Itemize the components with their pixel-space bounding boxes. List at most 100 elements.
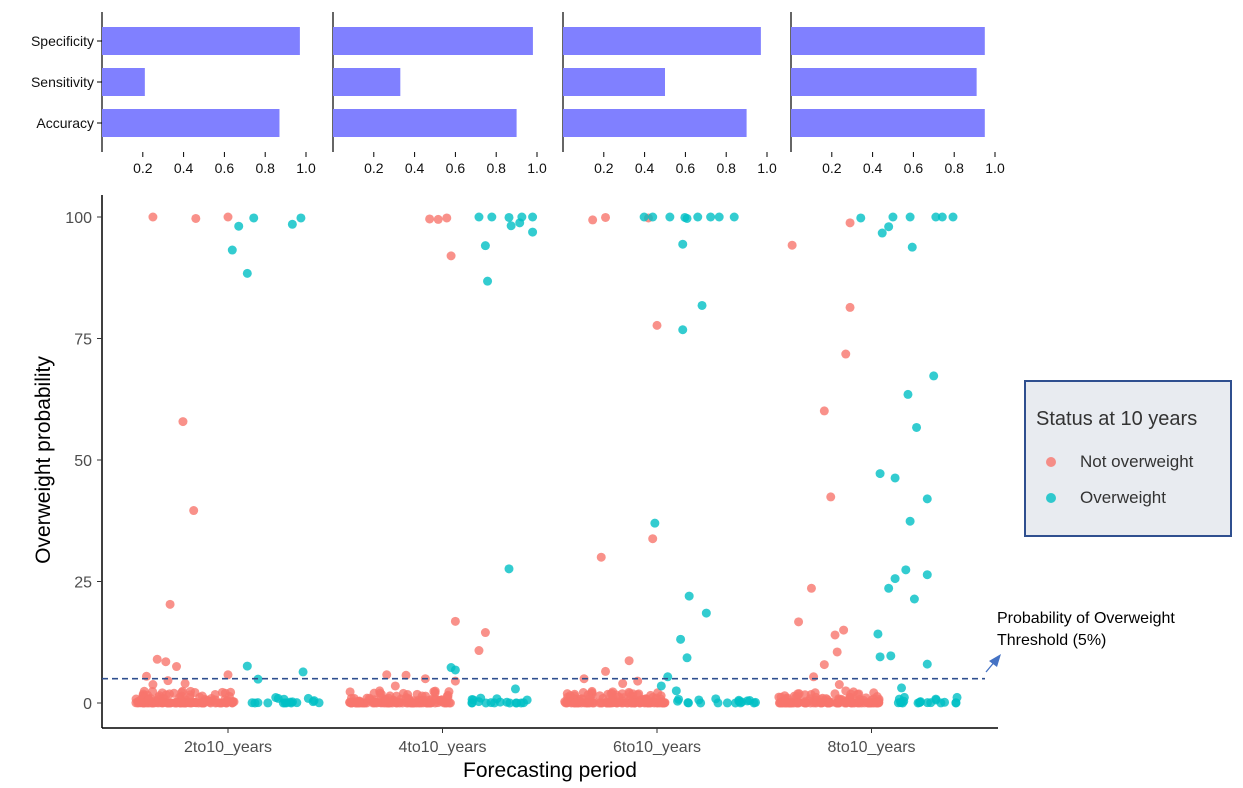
point-overweight <box>922 570 932 580</box>
point-overweight <box>665 212 675 222</box>
point-not-overweight <box>834 680 844 690</box>
legend-title: Status at 10 years <box>1036 408 1198 430</box>
point-not-overweight <box>584 694 594 704</box>
bar-x-tick-label: 1.0 <box>757 160 777 176</box>
point-overweight <box>682 213 692 223</box>
point-not-overweight <box>161 690 171 700</box>
point-overweight <box>693 212 703 222</box>
point-overweight <box>915 697 925 707</box>
point-not-overweight <box>635 698 645 708</box>
y-axis-title: Overweight probability <box>32 356 55 564</box>
y-tick-label: 0 <box>83 696 92 713</box>
point-not-overweight <box>652 320 662 330</box>
threshold-arrowhead <box>989 654 1001 667</box>
point-overweight <box>519 698 529 708</box>
point-overweight <box>263 698 273 708</box>
bar-sensitivity <box>563 68 665 96</box>
point-not-overweight <box>474 646 484 656</box>
y-tick-label: 25 <box>74 575 92 592</box>
bar-x-tick-label: 0.2 <box>594 160 614 176</box>
point-not-overweight <box>152 654 162 664</box>
bar-x-tick-label: 0.4 <box>863 160 883 176</box>
point-overweight <box>905 212 915 222</box>
point-not-overweight <box>444 687 454 697</box>
point-not-overweight <box>425 214 435 224</box>
point-overweight <box>905 516 915 526</box>
point-overweight <box>912 422 922 432</box>
point-not-overweight <box>355 698 365 708</box>
y-tick-label: 50 <box>74 453 92 470</box>
point-overweight <box>937 212 947 222</box>
point-not-overweight <box>839 625 849 635</box>
bar-sensitivity <box>791 68 977 96</box>
point-not-overweight <box>793 689 803 699</box>
bar-specificity <box>333 27 533 55</box>
point-not-overweight <box>190 687 200 697</box>
point-not-overweight <box>618 679 628 689</box>
point-not-overweight <box>480 628 490 638</box>
point-not-overweight <box>210 695 220 705</box>
bar-x-tick-label: 0.8 <box>486 160 506 176</box>
point-overweight <box>504 212 514 222</box>
point-not-overweight <box>595 691 605 701</box>
bar-specificity <box>791 27 985 55</box>
point-not-overweight <box>601 212 611 222</box>
point-not-overweight <box>401 670 411 680</box>
point-overweight <box>296 213 306 223</box>
point-not-overweight <box>446 251 456 261</box>
point-not-overweight <box>403 694 413 704</box>
point-not-overweight <box>345 687 355 697</box>
point-not-overweight <box>809 672 819 682</box>
point-not-overweight <box>372 698 382 708</box>
point-overweight <box>663 672 673 682</box>
point-not-overweight <box>841 349 851 359</box>
threshold-annotation-line1: Probability of Overweight <box>997 610 1175 627</box>
point-not-overweight <box>164 698 174 708</box>
point-overweight <box>884 583 894 593</box>
point-overweight <box>467 698 477 708</box>
point-overweight <box>683 698 693 708</box>
point-overweight <box>714 212 724 222</box>
point-not-overweight <box>364 693 374 703</box>
point-overweight <box>922 494 932 504</box>
point-not-overweight <box>602 698 612 708</box>
x-tick-label: 6to10_years <box>613 739 701 756</box>
point-overweight <box>951 698 961 708</box>
point-not-overweight <box>180 679 190 689</box>
point-not-overweight <box>606 689 616 699</box>
point-not-overweight <box>223 212 233 222</box>
bar-x-tick-label: 0.4 <box>174 160 194 176</box>
point-overweight <box>528 212 538 222</box>
point-overweight <box>678 325 688 335</box>
point-overweight <box>948 212 958 222</box>
point-not-overweight <box>442 213 452 223</box>
point-overweight <box>476 693 486 703</box>
legend-dot-overweight <box>1046 493 1056 503</box>
bar-x-tick-label: 0.6 <box>446 160 466 176</box>
point-overweight <box>674 694 684 704</box>
legend-item-not-overweight: Not overweight <box>1046 452 1193 472</box>
legend-label-overweight: Overweight <box>1080 488 1166 507</box>
point-overweight <box>483 276 493 286</box>
legend: Status at 10 years Not overweight Overwe… <box>1024 380 1232 537</box>
bar-x-tick-label: 1.0 <box>296 160 316 176</box>
x-axis-title: Forecasting period <box>463 759 637 782</box>
point-not-overweight <box>826 492 836 502</box>
point-overweight <box>877 228 887 238</box>
point-overweight <box>510 684 520 694</box>
metric-label: Accuracy <box>36 115 94 131</box>
point-not-overweight <box>430 688 440 698</box>
point-overweight <box>901 565 911 575</box>
bar-accuracy <box>102 109 280 137</box>
bar-panel-2: 0.2 0.4 0.6 0.8 1.0 <box>332 12 547 176</box>
point-overweight <box>907 242 917 252</box>
bar-x-tick-label: 1.0 <box>527 160 547 176</box>
point-overweight <box>875 469 885 479</box>
point-not-overweight <box>161 657 171 667</box>
bar-x-tick-label: 0.2 <box>822 160 842 176</box>
bar-x-tick-label: 0.8 <box>944 160 964 176</box>
point-not-overweight <box>426 698 436 708</box>
legend-dot-not-overweight <box>1046 457 1056 467</box>
point-not-overweight <box>787 240 797 250</box>
point-not-overweight <box>816 698 826 708</box>
